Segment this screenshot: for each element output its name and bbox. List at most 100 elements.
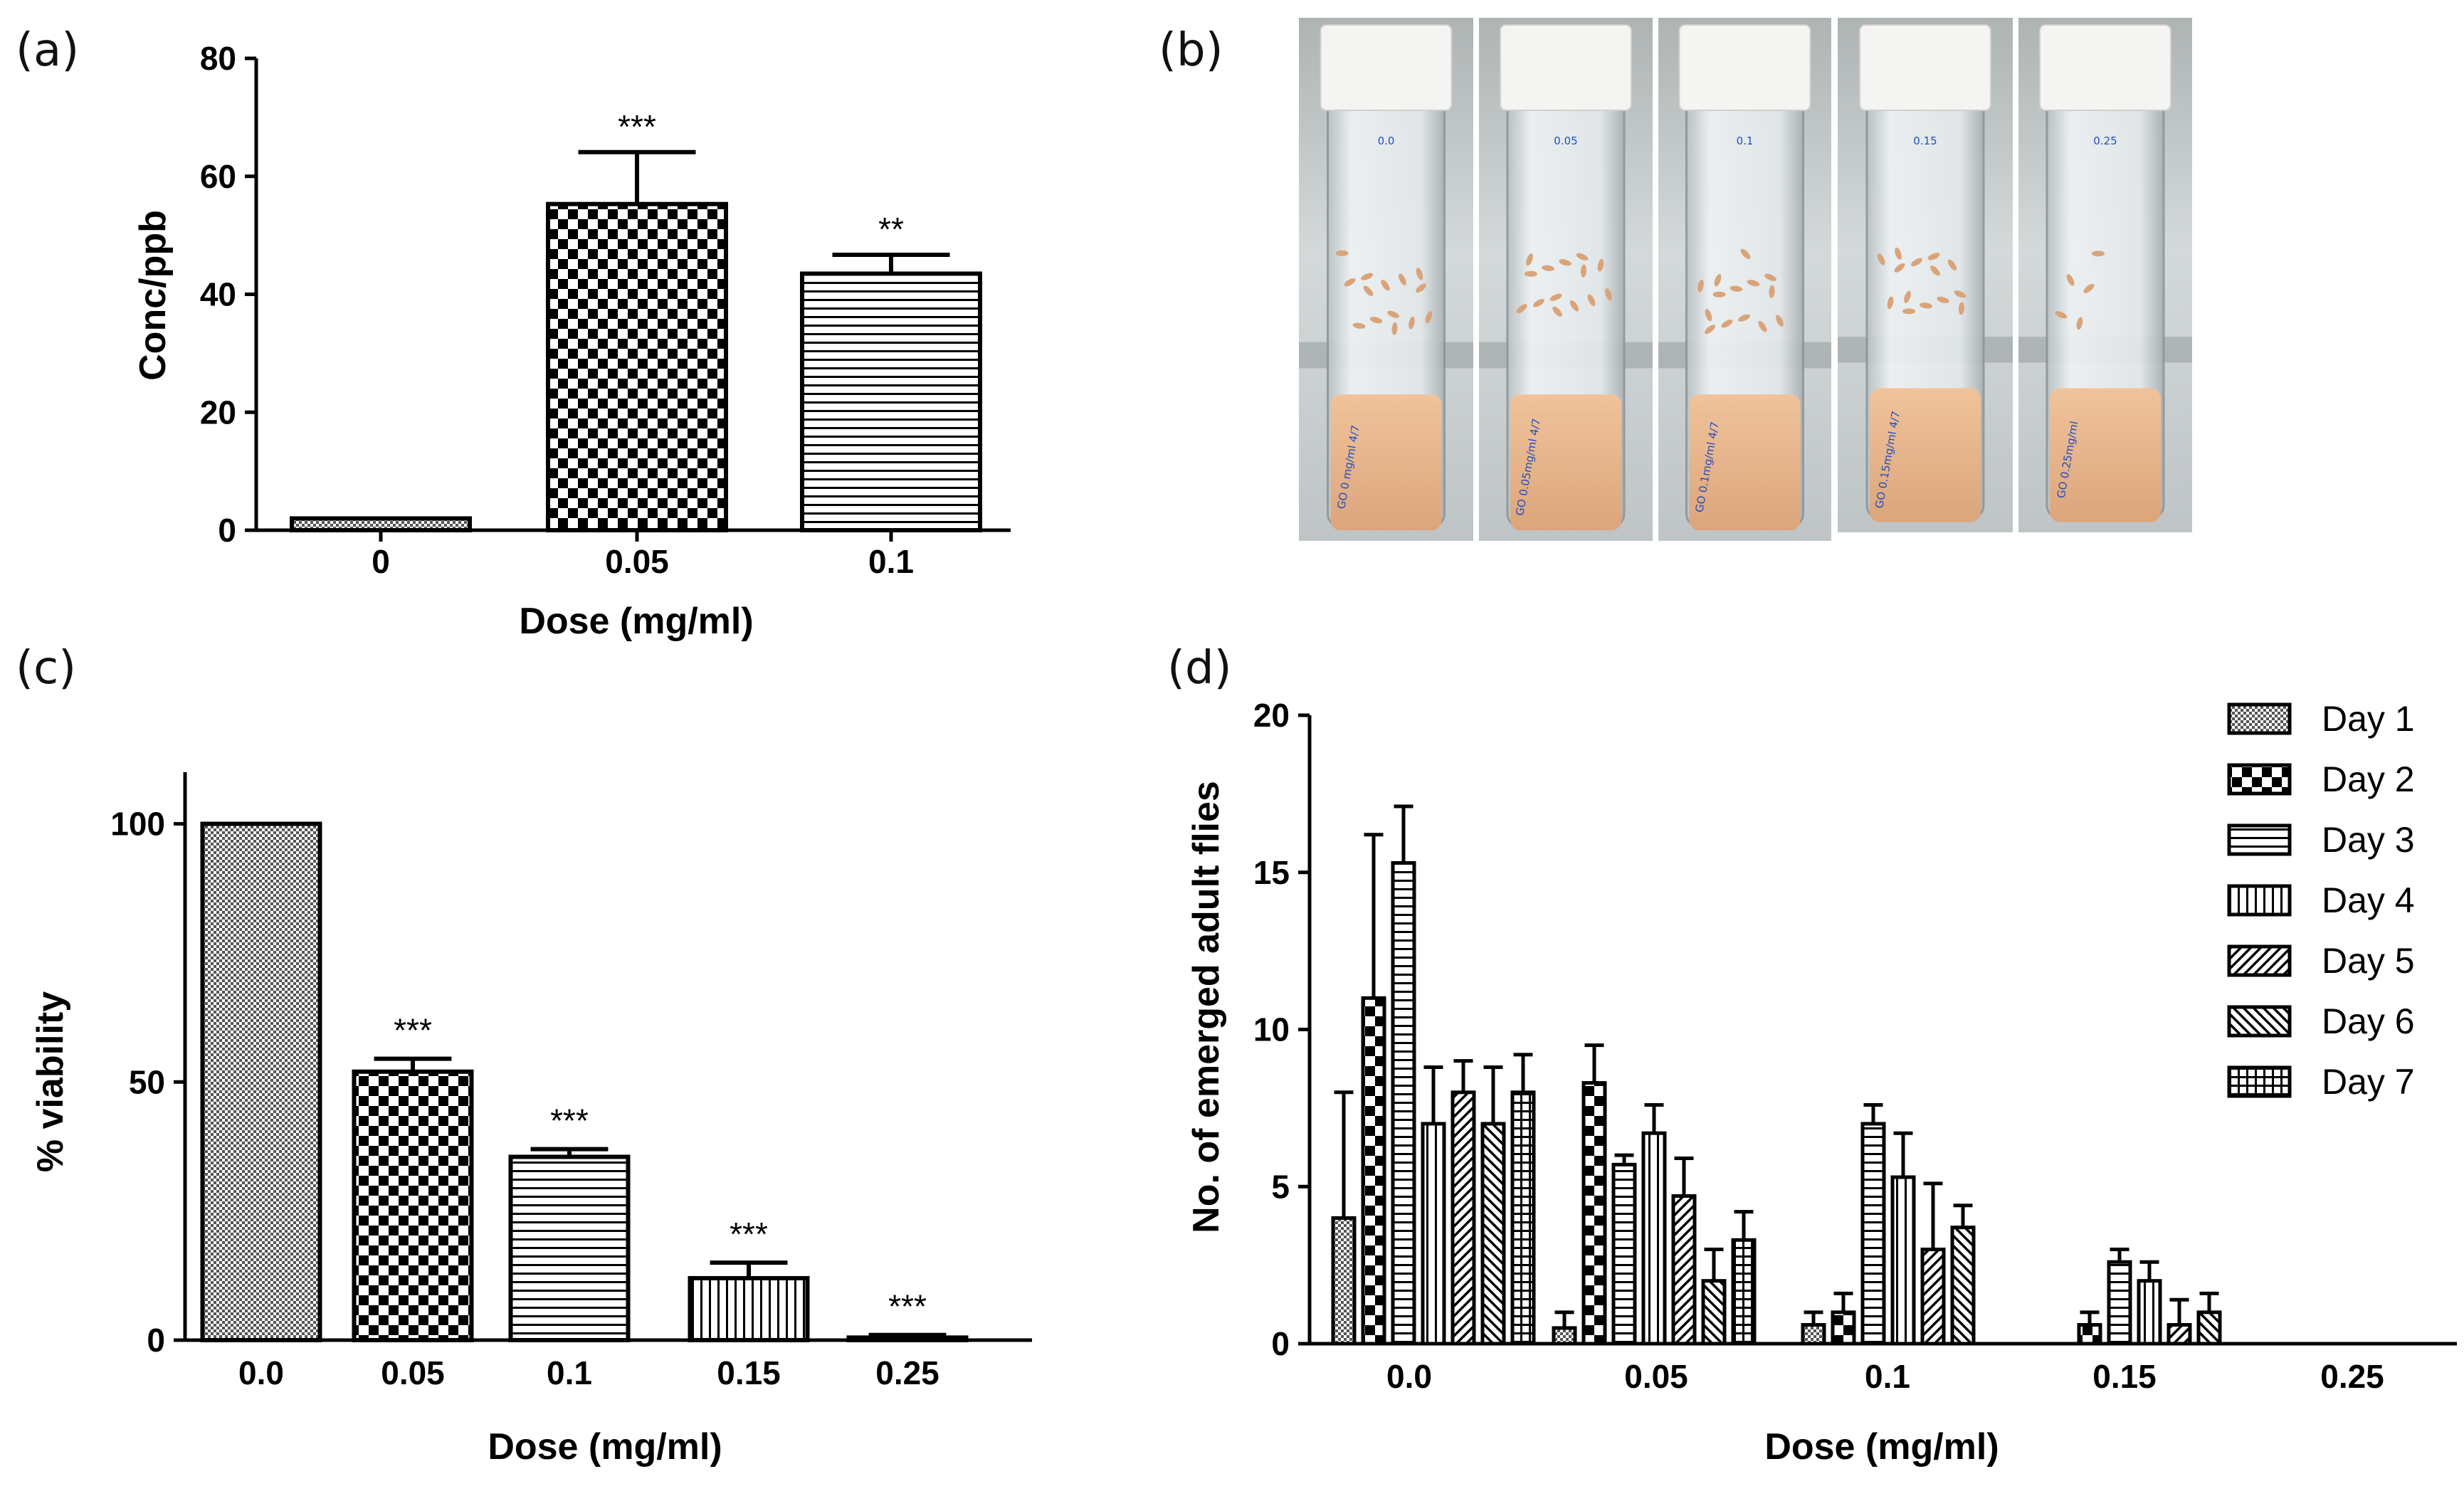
chart-c-x-title: Dose (mg/ml) (488, 1426, 722, 1468)
chart-d-bar (1391, 861, 1416, 1346)
larva (1597, 258, 1604, 272)
larva (1605, 288, 1612, 301)
larva (1416, 283, 1426, 293)
chart-d-y-tick-label: 0 (1271, 1325, 1290, 1362)
chart-a-y-tick-label: 40 (200, 276, 236, 313)
chart-d-legend-swatch (2227, 1065, 2292, 1098)
larva (1533, 298, 1544, 307)
chart-c-bar (688, 1275, 810, 1342)
chart-a-y-title: Conc/ppb (132, 210, 174, 381)
chart-d-x-tick-label: 0.1 (1865, 1358, 1910, 1395)
chart-d-tick-labels: 0 5 10 15 20 0.0 0.05 0.1 0.15 0.25 (1253, 697, 2384, 1395)
chart-c-x-tick-label: 0.1 (547, 1354, 592, 1391)
chart-d-bar (1701, 1279, 1727, 1346)
chart-d-bar (1611, 1162, 1637, 1346)
chart-d-error-bars (1334, 804, 2219, 1328)
chart-c-y-tick-label: 100 (110, 806, 165, 843)
larva (1335, 250, 1349, 256)
chart-c-y-tick-label: 0 (147, 1322, 165, 1359)
larva (1764, 273, 1776, 281)
chart-d-bar (2166, 1323, 2192, 1346)
chart-d-bar (1671, 1194, 1697, 1346)
vial-cap-label: 0.25 (2093, 135, 2117, 147)
chart-c-significance-mark: *** (394, 1012, 432, 1049)
larva (1399, 273, 1406, 285)
larva (1729, 285, 1743, 292)
chart-d-bar (1831, 1310, 1856, 1346)
larva (1569, 300, 1579, 312)
chart-d-legend-swatch (2227, 702, 2292, 735)
chart-c-bar (508, 1154, 631, 1342)
larva (1344, 278, 1356, 287)
chart-a-x-title: Dose (mg/ml) (519, 601, 753, 642)
chart-d-y-tick-label: 20 (1253, 697, 1290, 734)
chart-c: 0 50 100 0.0 0.05 0.1 0.15 0.25 *** *** *** *** Do… (30, 772, 1032, 1468)
larva (1381, 280, 1390, 291)
chart-c-x-tick-label: 0.05 (381, 1354, 445, 1391)
larva (1887, 296, 1894, 310)
chart-d-legend-label: Day 7 (2322, 1062, 2415, 1102)
larva (1580, 264, 1587, 278)
chart-d-bar (1421, 1122, 1446, 1346)
chart-a-error-bars (578, 149, 950, 274)
food-medium (1870, 388, 1981, 522)
larva (1425, 311, 1433, 324)
larva (1552, 306, 1562, 317)
chart-c-significance-mark: *** (550, 1102, 589, 1139)
chart-d-bar (1552, 1326, 1577, 1346)
chart-d-legend-label: Day 4 (2322, 880, 2415, 920)
larva (1747, 280, 1760, 287)
food-medium (1330, 394, 1442, 531)
larva (1920, 302, 1932, 309)
chart-a-bar (546, 201, 728, 532)
chart-c-tick-labels: 0 50 100 0.0 0.05 0.1 0.15 0.25 (110, 806, 939, 1391)
chart-a-y-tick-label: 80 (200, 40, 236, 77)
chart-c-x-tick-label: 0.0 (238, 1354, 284, 1391)
chart-d-legend-label: Day 6 (2322, 1001, 2415, 1041)
chart-d-bar (1731, 1238, 1757, 1346)
chart-d-bar (1920, 1248, 1946, 1346)
food-medium (2050, 388, 2161, 522)
chart-a-significance-mark: ** (878, 211, 904, 248)
larva (1930, 265, 1940, 276)
chart-d-x-tick-label: 0.05 (1624, 1358, 1688, 1395)
larva (2066, 274, 2075, 286)
larva (1927, 253, 1940, 260)
vial-photo-frame: 0.0GO 0 mg/ml 4/7 (1299, 18, 1473, 541)
larva (1740, 248, 1751, 259)
chart-d-bar (2077, 1323, 2102, 1346)
chart-d-legend-swatch (2227, 823, 2292, 856)
chart-d-bar (1860, 1122, 1886, 1346)
chart-d-bar (1581, 1081, 1607, 1346)
chart-c-x-tick-label: 0.15 (717, 1354, 781, 1391)
larva (1911, 258, 1922, 267)
panel-label-a: (a) (16, 24, 79, 77)
chart-d-axes (1298, 713, 2457, 1346)
chart-d-bar (1950, 1226, 1976, 1346)
larva (1937, 296, 1949, 303)
larva (1416, 268, 1423, 280)
chart-a-axes (245, 56, 1011, 542)
chart-d-y-title: No. of emerged adult flies (1186, 781, 1227, 1233)
food-medium (1510, 394, 1621, 531)
larva (1947, 259, 1957, 271)
chart-a-bar (800, 271, 982, 532)
chart-d-bar (2107, 1260, 2132, 1346)
chart-c-significance: *** *** *** *** (394, 1012, 927, 1325)
chart-d-bar (1510, 1090, 1536, 1346)
chart-a-x-tick-label: 0 (372, 543, 390, 580)
larva (1738, 314, 1750, 322)
chart-a-tick-labels: 0 20 40 60 80 0 0.05 0.1 (200, 40, 914, 580)
cotton-plug (1500, 24, 1632, 111)
larva (1587, 294, 1596, 306)
chart-c-axes (174, 772, 1032, 1342)
cotton-plug (1859, 24, 1991, 111)
chart-d-x-tick-label: 0.25 (2320, 1358, 2384, 1395)
chart-d-legend-label: Day 3 (2322, 820, 2415, 860)
larva (1902, 308, 1915, 315)
